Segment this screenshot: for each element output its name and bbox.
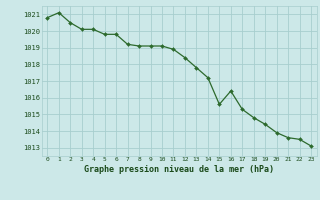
X-axis label: Graphe pression niveau de la mer (hPa): Graphe pression niveau de la mer (hPa): [84, 165, 274, 174]
